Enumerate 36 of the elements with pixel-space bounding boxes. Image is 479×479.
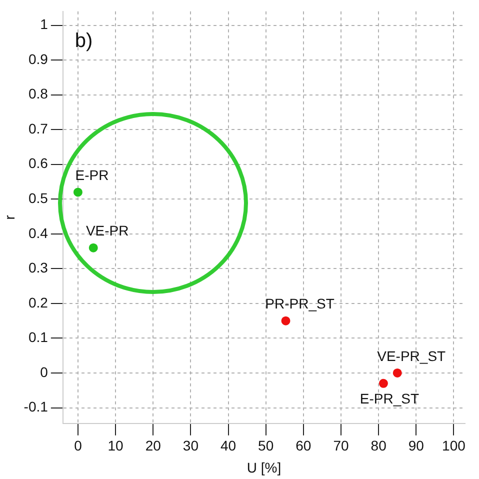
x-tick-label: 20 — [145, 438, 162, 454]
y-tick-label: 0.5 — [28, 190, 48, 206]
y-tick-label: 0.6 — [28, 155, 48, 172]
y-tick-label: 0.3 — [28, 260, 48, 276]
y-tick-label: 1 — [40, 16, 48, 32]
x-tick-label: 70 — [333, 438, 349, 454]
point — [73, 188, 82, 197]
x-tick-label: 10 — [108, 438, 124, 454]
x-axis-title: U [%] — [246, 459, 282, 476]
x-tick-label: 100 — [442, 438, 466, 454]
annotation: E-PR — [75, 167, 109, 184]
annotation: b) — [74, 30, 93, 52]
annotation: E-PR_ST — [360, 390, 420, 406]
y-tick-label: 0.7 — [28, 120, 48, 136]
x-tick-label: 40 — [220, 438, 236, 454]
y-tick-label: 0 — [40, 364, 48, 380]
y-tick-label: 0.8 — [28, 86, 48, 102]
annotation: VE-PR_ST — [377, 348, 446, 364]
y-tick-label: -0.1 — [24, 398, 48, 415]
point — [378, 378, 388, 388]
x-tick-label: 0 — [74, 438, 82, 454]
y-tick-label: 0.1 — [28, 329, 48, 346]
x-tick-label: 60 — [296, 438, 312, 454]
x-tick-label: 90 — [408, 438, 424, 454]
point — [392, 368, 402, 378]
y-tick-label: 0.9 — [28, 50, 48, 67]
annotation: PR-PR_ST — [265, 296, 335, 312]
y-tick-label: 0.4 — [28, 224, 48, 241]
point — [88, 243, 98, 252]
y-axis-title: r — [1, 214, 18, 220]
x-tick-label: 80 — [370, 438, 387, 454]
annotation: VE-PR — [86, 222, 129, 239]
x-tick-label: 50 — [258, 438, 274, 454]
y-tick-label: 0.2 — [28, 294, 48, 310]
x-tick-label: 30 — [182, 438, 199, 454]
point — [281, 316, 290, 326]
